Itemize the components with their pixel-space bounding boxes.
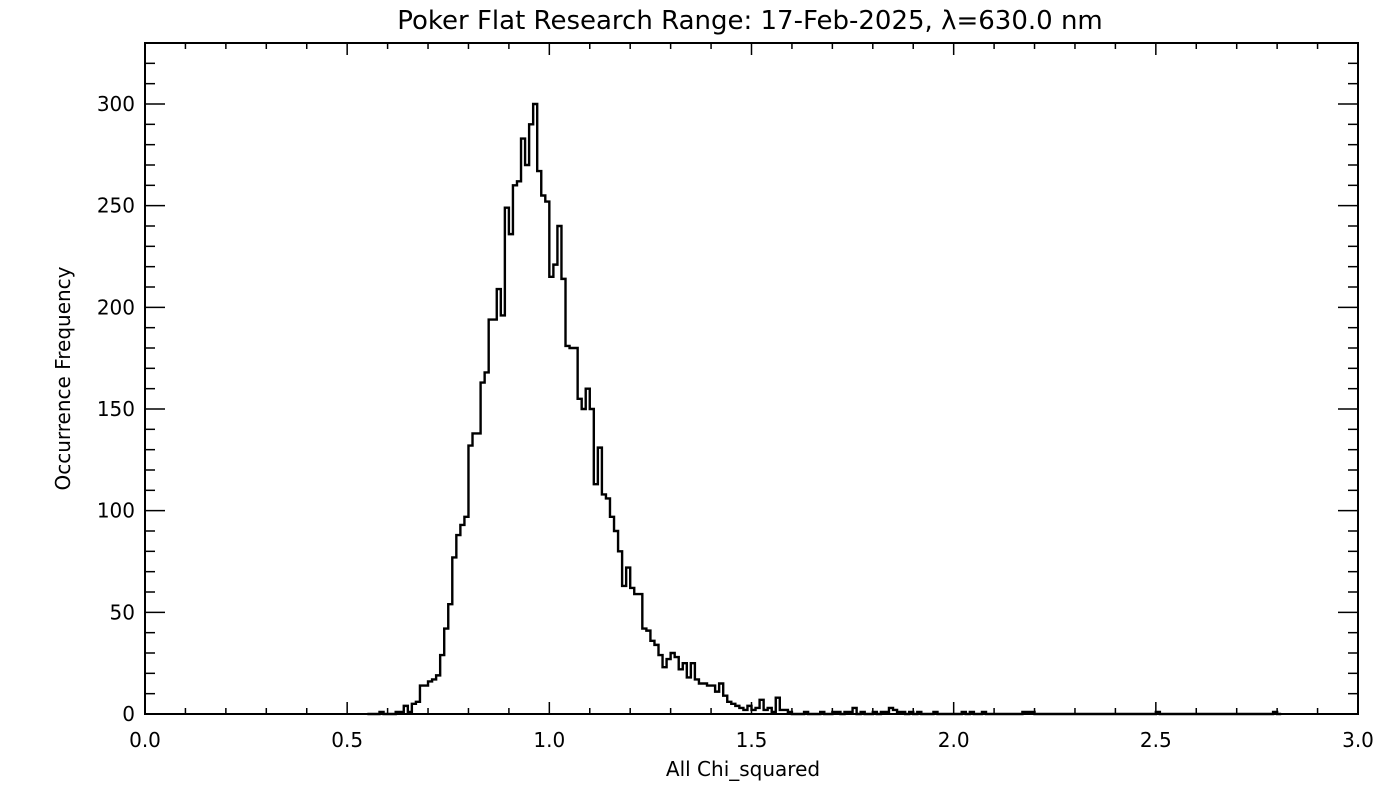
chart-title: Poker Flat Research Range: 17-Feb-2025, … <box>397 6 1103 36</box>
y-tick-label: 0 <box>122 702 135 726</box>
y-tick-label: 150 <box>97 397 135 421</box>
y-axis-label-group: Occurrence Frequency <box>51 266 75 490</box>
y-tick-label: 250 <box>97 194 135 218</box>
x-tick-label: 2.0 <box>938 728 970 752</box>
x-tick-label: 1.0 <box>533 728 565 752</box>
histogram-layer <box>367 102 1282 716</box>
y-tick-label: 50 <box>110 600 135 624</box>
plot-frame <box>144 42 1359 715</box>
y-tick-label: 100 <box>97 499 135 523</box>
axis-tick-labels: 0.0 0.5 1.0 1.5 2.0 2.5 3.0 0 50 100 150 200 250 300 <box>97 92 1374 752</box>
y-tick-label: 200 <box>97 295 135 319</box>
histogram-outline <box>367 102 1282 716</box>
x-tick-label: 1.5 <box>736 728 768 752</box>
x-tick-label: 3.0 <box>1342 728 1374 752</box>
x-tick-label: 0.5 <box>331 728 363 752</box>
x-axis-label: All Chi_squared <box>666 757 820 781</box>
x-tick-label: 0.0 <box>129 728 161 752</box>
x-tick-label: 2.5 <box>1140 728 1172 752</box>
y-tick-label: 300 <box>97 92 135 116</box>
axis-ticks <box>144 43 1359 715</box>
y-axis-label: Occurrence Frequency <box>51 266 75 490</box>
